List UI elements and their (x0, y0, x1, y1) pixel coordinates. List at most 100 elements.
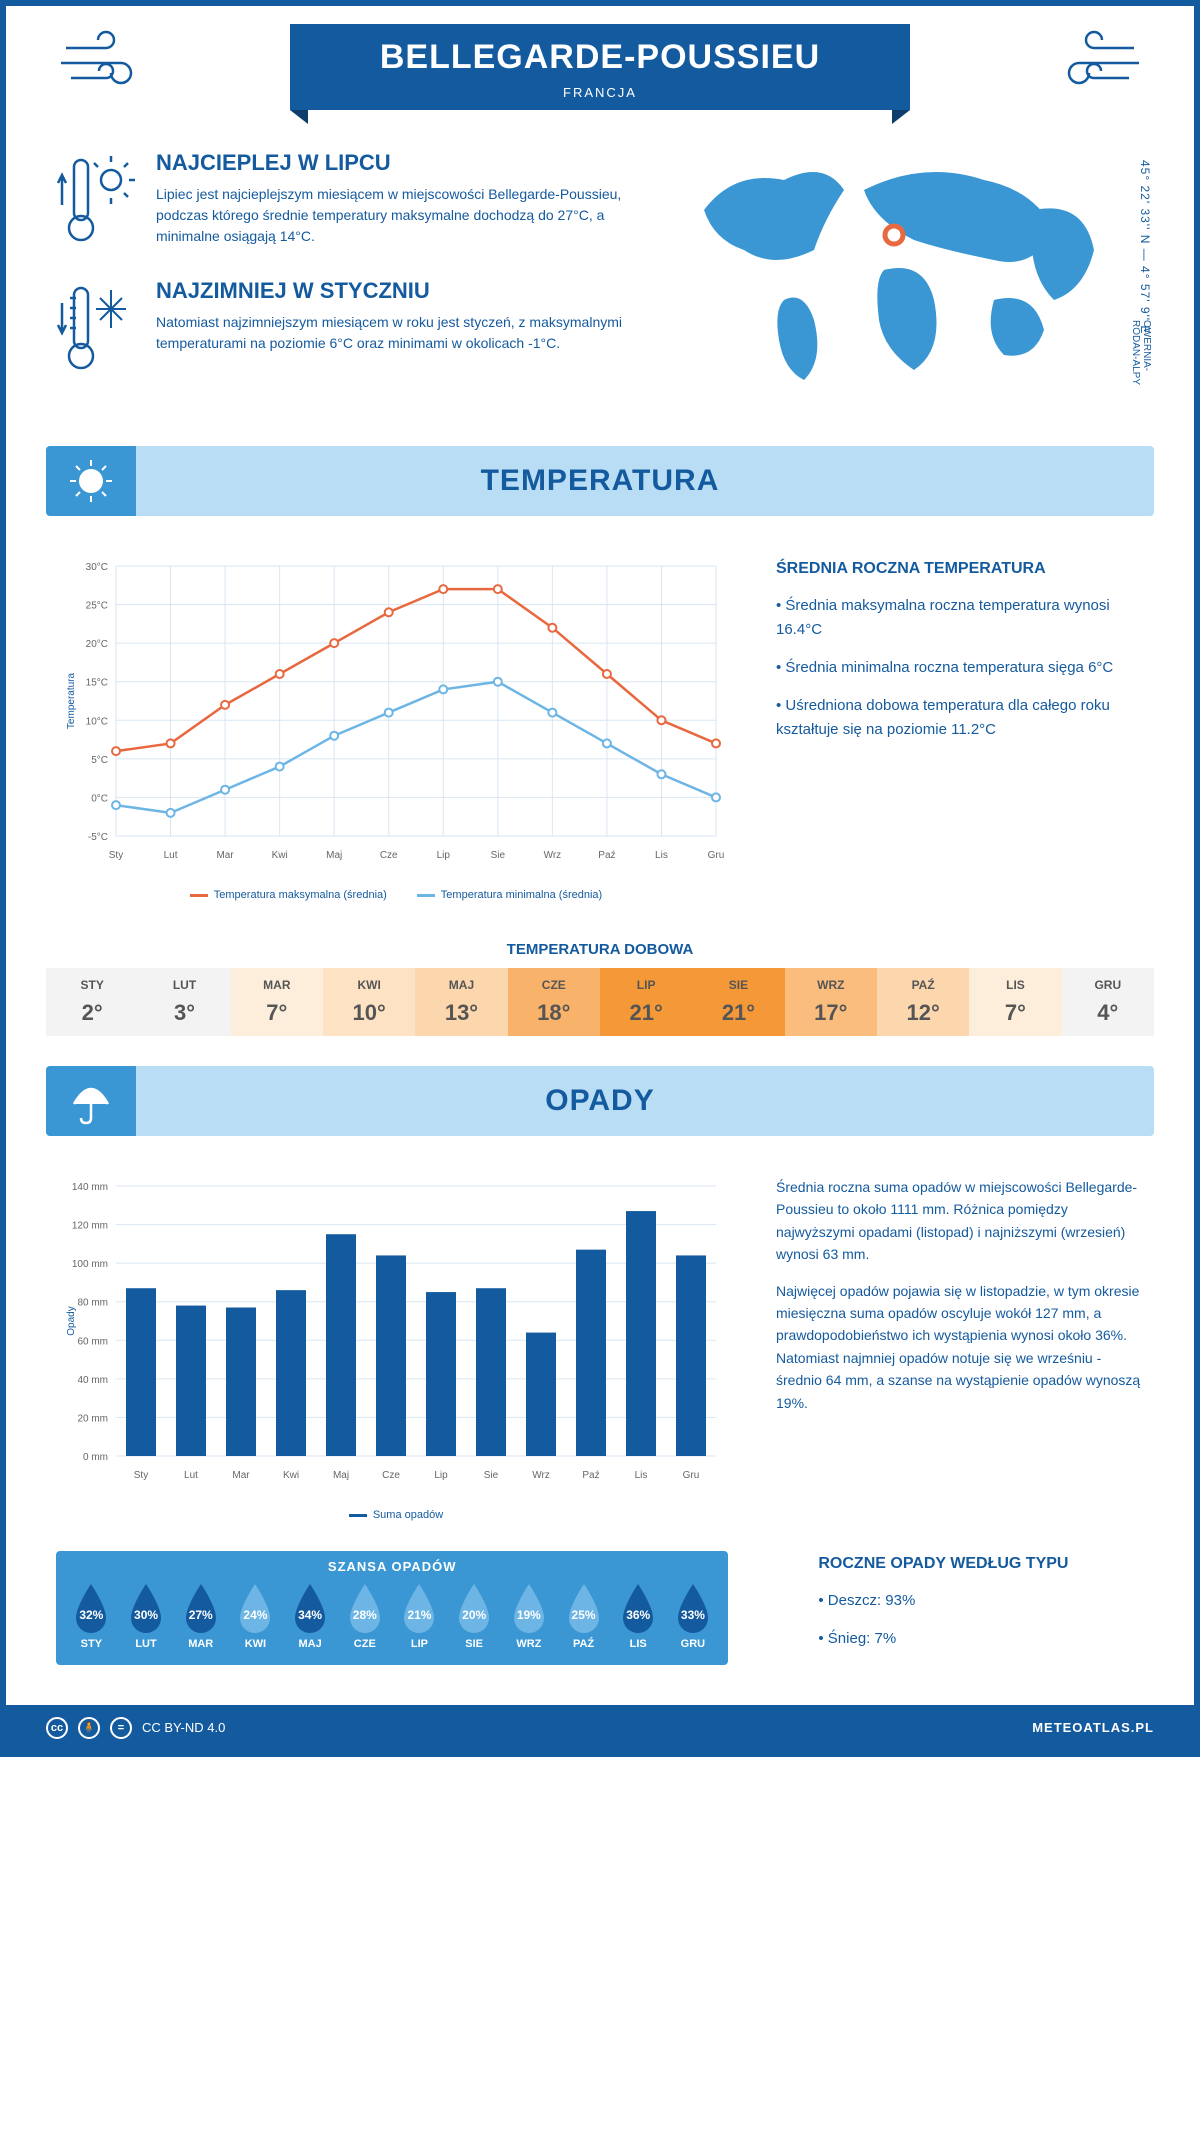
coldest-block: NAJZIMNIEJ W STYCZNIU Natomiast najzimni… (56, 278, 654, 378)
svg-text:5°C: 5°C (91, 755, 108, 766)
precip-section-header: OPADY (46, 1066, 1154, 1136)
precip-summary: Średnia roczna suma opadów w miejscowośc… (776, 1176, 1144, 1521)
rain-chance-cell: 36%LIS (617, 1582, 659, 1650)
nd-icon: = (110, 1717, 132, 1739)
cc-icon: cc (46, 1717, 68, 1739)
rain-chance-cell: 28%CZE (344, 1582, 386, 1650)
rain-chance-cell: 25%PAŹ (563, 1582, 605, 1650)
daily-temp-cell: LUT3° (138, 968, 230, 1036)
precip-legend: Suma opadów (56, 1509, 736, 1521)
svg-text:Maj: Maj (333, 1470, 349, 1481)
header: BELLEGARDE-POUSSIEU FRANCJA (6, 6, 1194, 110)
daily-temp-cell: LIP21° (600, 968, 692, 1036)
svg-text:25°C: 25°C (86, 601, 108, 612)
svg-text:60 mm: 60 mm (77, 1336, 108, 1347)
coldest-title: NAJZIMNIEJ W STYCZNIU (156, 278, 654, 304)
rain-chance-panel: SZANSA OPADÓW 32%STY 30%LUT 27%MAR 24%KWI 34… (56, 1551, 728, 1665)
rain-chance-cell: 30%LUT (125, 1582, 167, 1650)
temperature-chart: -5°C0°C5°C10°C15°C20°C25°C30°CStyLutMarK… (56, 556, 736, 901)
svg-text:Kwi: Kwi (272, 850, 288, 861)
svg-text:Lis: Lis (635, 1470, 648, 1481)
warmest-text: Lipiec jest najcieplejszym miesiącem w m… (156, 184, 654, 247)
coordinates: 45° 22' 33'' N — 4° 57' 9'' E (1138, 160, 1152, 334)
svg-text:Maj: Maj (326, 850, 342, 861)
svg-text:Gru: Gru (683, 1470, 700, 1481)
svg-text:20°C: 20°C (86, 639, 108, 650)
rain-chance-cell: 27%MAR (180, 1582, 222, 1650)
city-title: BELLEGARDE-POUSSIEU (350, 38, 850, 77)
svg-text:Wrz: Wrz (532, 1470, 550, 1481)
svg-text:Opady: Opady (66, 1306, 77, 1335)
world-map: 45° 22' 33'' N — 4° 57' 9'' E OWERNIA-RO… (684, 150, 1144, 406)
svg-text:Lis: Lis (655, 850, 668, 861)
region-label: OWERNIA-RODAN-ALPY (1130, 320, 1152, 406)
temp-heading: TEMPERATURA (481, 464, 720, 498)
wind-icon-left (56, 28, 166, 103)
svg-text:Cze: Cze (382, 1470, 400, 1481)
precip-heading: OPADY (545, 1084, 654, 1118)
coldest-text: Natomiast najzimniejszym miesiącem w rok… (156, 312, 654, 354)
daily-temp-cell: CZE18° (508, 968, 600, 1036)
temp-summary: ŚREDNIA ROCZNA TEMPERATURA • Średnia mak… (776, 556, 1144, 901)
rain-chance-cell: 33%GRU (672, 1582, 714, 1650)
svg-text:Cze: Cze (380, 850, 398, 861)
svg-text:Mar: Mar (216, 850, 234, 861)
by-icon: 🧍 (78, 1717, 100, 1739)
svg-text:140 mm: 140 mm (72, 1182, 108, 1193)
svg-text:Paź: Paź (598, 850, 615, 861)
rain-chance-cell: 34%MAJ (289, 1582, 331, 1650)
svg-text:Lip: Lip (437, 850, 451, 861)
license-text: CC BY-ND 4.0 (142, 1720, 225, 1735)
svg-text:0°C: 0°C (91, 793, 108, 804)
svg-text:Temperatura: Temperatura (66, 672, 77, 729)
rain-chance-cell: 21%LIP (398, 1582, 440, 1650)
svg-text:Sie: Sie (484, 1470, 499, 1481)
svg-text:Sie: Sie (491, 850, 506, 861)
svg-text:Gru: Gru (708, 850, 725, 861)
country-subtitle: FRANCJA (350, 85, 850, 100)
daily-temp-cell: SIE21° (692, 968, 784, 1036)
title-banner: BELLEGARDE-POUSSIEU FRANCJA (290, 24, 910, 110)
svg-text:Lip: Lip (434, 1470, 448, 1481)
svg-text:120 mm: 120 mm (72, 1221, 108, 1232)
by-type-title: ROCZNE OPADY WEDŁUG TYPU (818, 1551, 1194, 1577)
temp-section-header: TEMPERATURA (46, 446, 1154, 516)
sun-icon (46, 446, 136, 516)
wind-icon-right (1034, 28, 1144, 103)
daily-temp-table: STY2°LUT3°MAR7°KWI10°MAJ13°CZE18°LIP21°S… (46, 968, 1154, 1036)
daily-temp-title: TEMPERATURA DOBOWA (6, 941, 1194, 958)
precipitation-chart: 0 mm20 mm40 mm60 mm80 mm100 mm120 mm140 … (56, 1176, 736, 1521)
svg-text:Mar: Mar (232, 1470, 250, 1481)
brand: METEOATLAS.PL (1032, 1720, 1154, 1735)
chance-title: SZANSA OPADÓW (64, 1559, 720, 1574)
svg-text:Lut: Lut (184, 1470, 198, 1481)
svg-text:Paź: Paź (582, 1470, 599, 1481)
rain-chance-cell: 24%KWI (234, 1582, 276, 1650)
intro-text: NAJCIEPLEJ W LIPCU Lipiec jest najcieple… (56, 150, 654, 406)
warmest-title: NAJCIEPLEJ W LIPCU (156, 150, 654, 176)
svg-text:Kwi: Kwi (283, 1470, 299, 1481)
svg-text:Wrz: Wrz (544, 850, 562, 861)
svg-text:10°C: 10°C (86, 716, 108, 727)
footer: cc 🧍 = CC BY-ND 4.0 METEOATLAS.PL (6, 1705, 1194, 1751)
daily-temp-cell: GRU4° (1062, 968, 1154, 1036)
svg-text:-5°C: -5°C (88, 832, 108, 843)
temp-legend: Temperatura maksymalna (średnia) Tempera… (56, 889, 736, 901)
svg-text:Sty: Sty (109, 850, 123, 861)
svg-text:15°C: 15°C (86, 678, 108, 689)
daily-temp-cell: PAŹ12° (877, 968, 969, 1036)
thermometer-cold-icon (56, 278, 136, 378)
rain-chance-cell: 19%WRZ (508, 1582, 550, 1650)
temp-summary-title: ŚREDNIA ROCZNA TEMPERATURA (776, 556, 1144, 582)
thermometer-hot-icon (56, 150, 136, 250)
svg-text:20 mm: 20 mm (77, 1413, 108, 1424)
svg-text:80 mm: 80 mm (77, 1298, 108, 1309)
daily-temp-cell: WRZ17° (785, 968, 877, 1036)
rain-chance-cell: 32%STY (70, 1582, 112, 1650)
svg-text:Lut: Lut (164, 850, 178, 861)
rain-chance-cell: 20%SIE (453, 1582, 495, 1650)
svg-text:40 mm: 40 mm (77, 1375, 108, 1386)
daily-temp-cell: LIS7° (969, 968, 1061, 1036)
umbrella-icon (46, 1066, 136, 1136)
warmest-block: NAJCIEPLEJ W LIPCU Lipiec jest najcieple… (56, 150, 654, 250)
